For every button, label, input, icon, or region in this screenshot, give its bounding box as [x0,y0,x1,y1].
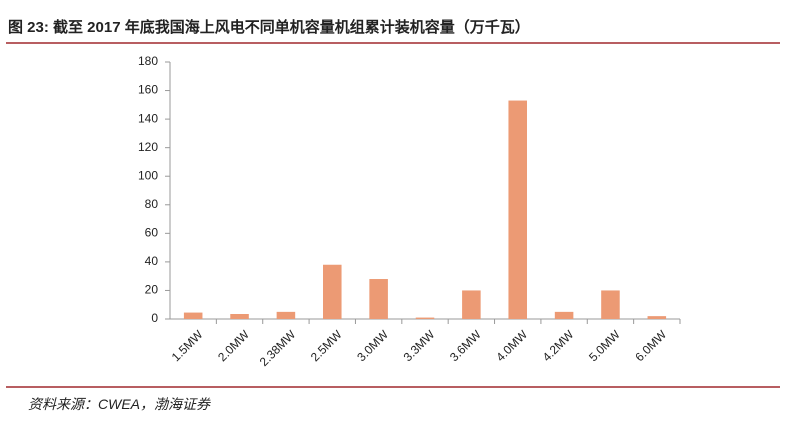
y-tick-label: 100 [138,168,158,182]
y-tick-label: 140 [138,111,158,125]
bar [323,264,342,319]
bar [462,290,481,319]
bar [276,311,296,319]
y-tick-label: 60 [145,226,159,240]
source-note: 资料来源：CWEA，渤海证券 [28,396,211,412]
y-tick-label: 180 [138,54,158,68]
x-tick-label: 3.3MW [401,327,438,364]
x-tick-label: 2.0MW [215,327,252,364]
y-tick-label: 160 [138,83,158,97]
y-tick-label: 40 [145,254,159,268]
bar [230,314,249,319]
x-tick-label: 2.5MW [308,327,345,364]
x-tick-label: 3.6MW [447,327,484,364]
x-tick-label: 5.0MW [586,327,623,364]
x-tick-label: 3.0MW [354,327,391,364]
bar [508,100,527,319]
x-tick-label: 4.2MW [540,327,577,364]
y-tick-label: 0 [151,311,158,325]
y-tick-label: 80 [145,197,159,211]
bar [601,290,620,319]
chart-title: 图 23: 截至 2017 年底我国海上风电不同单机容量机组累计装机容量（万千瓦… [8,18,530,36]
bar [647,316,667,319]
x-tick-label: 4.0MW [493,327,530,364]
bar [415,317,435,319]
y-tick-label: 20 [145,283,159,297]
x-tick-label: 6.0MW [632,327,669,364]
bar [183,312,203,319]
bar [554,311,574,319]
y-tick-label: 120 [138,140,158,154]
bar [369,279,388,319]
x-tick-label: 2.38MW [257,327,299,369]
x-tick-label: 1.5MW [169,327,206,364]
